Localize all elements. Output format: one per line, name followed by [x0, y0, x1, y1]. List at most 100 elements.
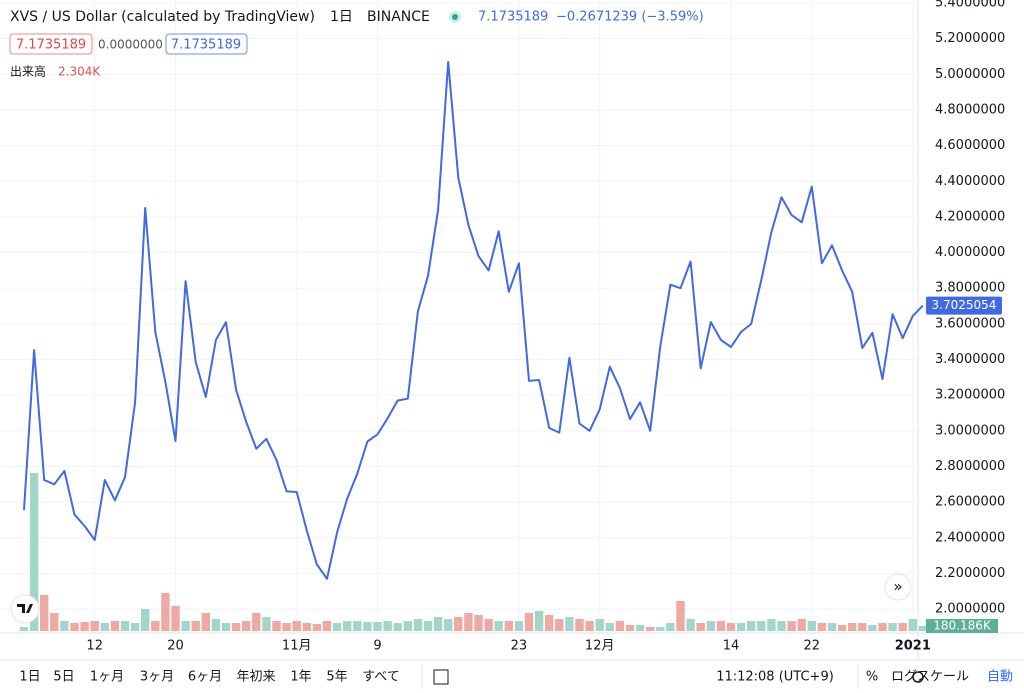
y-tick-label: 2.0000000	[935, 602, 1005, 617]
volume-bar	[19, 627, 29, 631]
range-button[interactable]: 6ヶ月	[188, 670, 222, 685]
open-box	[9, 33, 93, 55]
volume-bar	[524, 613, 534, 631]
volume-bar	[403, 621, 412, 631]
header-price: 7.1735189	[478, 10, 548, 25]
volume-bar	[413, 619, 423, 631]
volume-bar	[565, 617, 574, 631]
y-tick-label: 4.4000000	[935, 174, 1005, 189]
volume-bar	[484, 619, 493, 631]
volume-bar	[464, 613, 473, 631]
header-change: −0.2671239 (−3.59%)	[556, 10, 704, 25]
compare-icon[interactable]	[433, 669, 449, 685]
volume-bar	[585, 621, 594, 631]
volume-bar	[837, 625, 847, 631]
volume-bar	[161, 593, 170, 631]
volume-bar	[393, 623, 402, 631]
volume-bar	[292, 621, 301, 631]
volume-bar	[302, 623, 311, 631]
interval[interactable]: 1日	[330, 9, 353, 25]
range-button[interactable]: 3ヶ月	[140, 670, 174, 685]
volume-bar	[332, 623, 342, 631]
volume-bar	[272, 621, 281, 631]
range-button[interactable]: すべて	[362, 670, 400, 685]
volume-bar	[151, 621, 160, 631]
volume-bar	[191, 621, 200, 631]
chart-title: XVS / US Dollar (calculated by TradingVi…	[10, 9, 315, 25]
y-tick-label: 5.4000000	[935, 0, 1005, 11]
range-button[interactable]: 年初来	[236, 669, 275, 685]
x-tick-label: 23	[511, 639, 528, 654]
volume-bar	[888, 623, 897, 631]
volume-bar	[433, 617, 443, 631]
volume-bar	[615, 621, 625, 631]
volume-bar	[120, 621, 130, 631]
volume-bar	[70, 623, 79, 631]
log-toggle[interactable]: ログスケール	[891, 670, 969, 685]
volume-bar	[848, 623, 857, 631]
range-button[interactable]: 1日	[19, 670, 40, 685]
volume-bar	[625, 625, 635, 631]
volume-bar	[797, 619, 806, 631]
range-button[interactable]: 5日	[53, 670, 74, 685]
y-tick-label: 5.0000000	[935, 67, 1005, 82]
scroll-button[interactable]	[884, 573, 912, 601]
y-tick-label: 4.0000000	[935, 245, 1005, 260]
y-tick-label: 3.0000000	[935, 423, 1005, 438]
y-tick-label: 4.8000000	[935, 102, 1005, 117]
open-value: 7.1735189	[16, 38, 86, 53]
close-value: 7.1735189	[171, 38, 241, 53]
price-badge-label: 3.7025054	[932, 298, 997, 312]
volume-bar	[373, 622, 382, 631]
volume-bar	[827, 623, 837, 631]
y-tick-label: 2.4000000	[935, 530, 1005, 545]
settings-icon[interactable]	[912, 671, 924, 683]
volume-bar	[40, 595, 49, 631]
volume-bar	[363, 622, 372, 631]
percent-toggle[interactable]: %	[866, 670, 878, 685]
volume-bar	[777, 621, 786, 631]
volume-bar	[878, 623, 887, 631]
change-value: 0.0000000	[98, 38, 163, 52]
volume-bar	[545, 615, 554, 631]
grid	[0, 0, 918, 633]
x-tick-label: 12	[86, 639, 103, 654]
y-tick-label: 4.2000000	[935, 209, 1005, 224]
range-button[interactable]: 5年	[326, 670, 347, 685]
scroll-icon: »	[893, 578, 902, 596]
volume-bar	[221, 623, 231, 631]
x-tick-label: 2021	[895, 639, 931, 654]
volume-bar	[514, 621, 524, 631]
y-tick-label: 2.8000000	[935, 459, 1005, 474]
volume-bar	[757, 621, 766, 631]
auto-toggle[interactable]: 自動	[987, 670, 1013, 685]
volume-bar	[252, 613, 261, 631]
x-tick-label: 22	[804, 639, 821, 654]
volume-bar	[605, 623, 614, 631]
volume-bar	[716, 621, 726, 631]
volume-bar	[575, 619, 584, 631]
volume-bar	[666, 623, 675, 631]
y-tick-label: 2.6000000	[935, 495, 1005, 510]
volume-bar	[918, 625, 928, 631]
range-button[interactable]: 1年	[290, 670, 311, 685]
volume-bar	[312, 624, 322, 631]
price-line	[23, 60, 924, 580]
volume-bar	[656, 627, 665, 631]
x-tick-label: 14	[723, 639, 740, 654]
volume-bar	[706, 621, 715, 631]
volume-bar	[90, 621, 99, 631]
volume-bar	[444, 619, 453, 631]
range-button[interactable]: 1ヶ月	[90, 670, 124, 685]
x-tick-label: 11月	[282, 639, 312, 654]
volume-bar	[858, 623, 867, 631]
volume-bar	[555, 619, 564, 631]
volume-bar	[807, 621, 816, 631]
volume-bar	[110, 621, 120, 631]
y-tick-label: 5.2000000	[935, 31, 1005, 46]
volume-bar	[898, 623, 907, 631]
volume-bar	[50, 613, 59, 631]
volume-bar	[242, 621, 251, 631]
